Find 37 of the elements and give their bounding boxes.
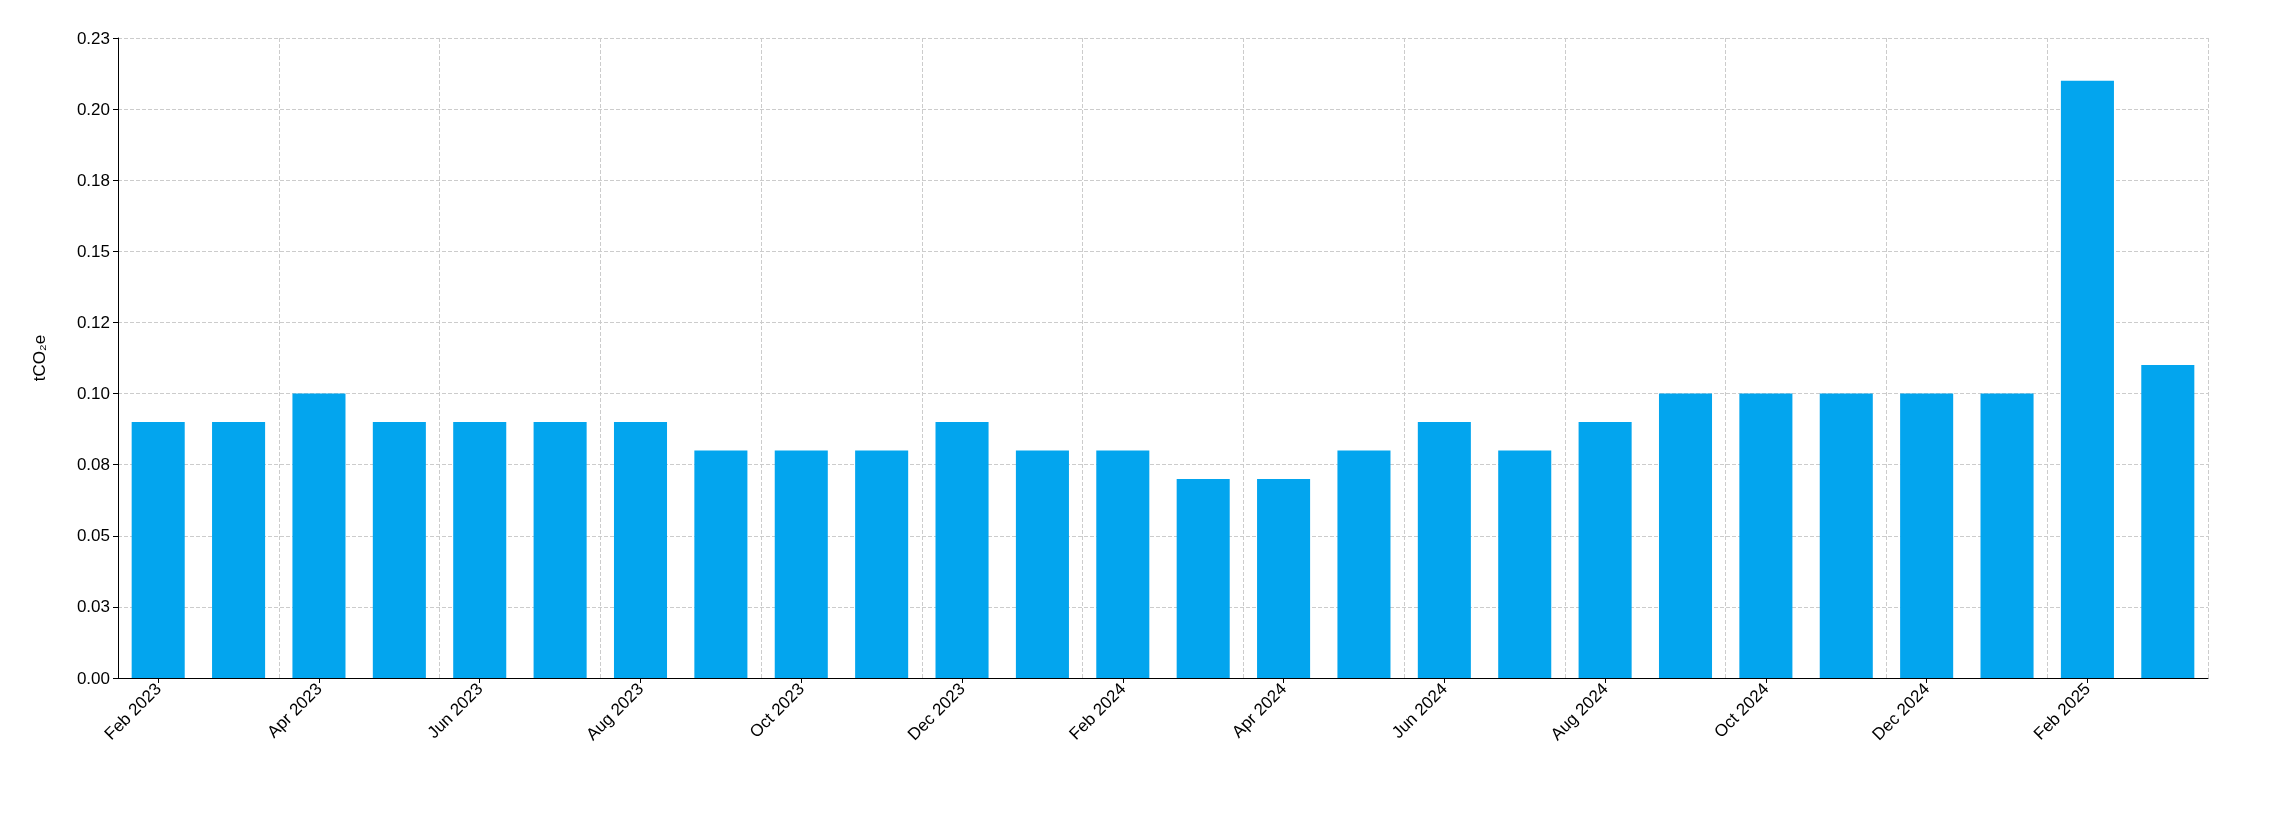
bar — [533, 422, 587, 678]
y-tick-label: 0.03 — [76, 597, 110, 617]
bar — [935, 422, 989, 678]
bar — [292, 393, 346, 678]
bar — [212, 422, 266, 678]
bar — [1980, 393, 2034, 678]
bar — [1337, 450, 1391, 678]
y-tick-label: 0.05 — [76, 526, 110, 546]
bar — [1176, 478, 1230, 678]
y-tick-label: 0.20 — [76, 99, 110, 119]
bar — [1900, 393, 1954, 678]
y-tick-label: 0.23 — [76, 28, 110, 48]
bar — [613, 422, 668, 678]
bar — [2141, 365, 2195, 678]
bar — [1739, 393, 1793, 678]
y-tick-label: 0.15 — [76, 241, 110, 261]
bar — [131, 422, 185, 678]
bar — [2060, 80, 2114, 678]
bar — [1096, 450, 1150, 678]
bar — [1658, 393, 1713, 678]
y-tick-label: 0.10 — [76, 384, 110, 404]
bar — [1498, 450, 1552, 678]
y-tick-label: 0.08 — [76, 455, 110, 475]
bar — [1578, 422, 1632, 678]
bar — [1417, 422, 1471, 678]
bar — [1257, 478, 1311, 678]
bar — [774, 450, 828, 678]
y-tick-label: 0.18 — [76, 170, 110, 190]
bar — [694, 450, 748, 678]
bar — [1819, 393, 1873, 678]
y-axis-title: tCO₂e — [30, 334, 49, 382]
bar — [453, 422, 507, 678]
y-tick-label: 0.12 — [76, 312, 110, 332]
bar — [855, 450, 909, 678]
y-tick-label: 0.00 — [76, 668, 110, 688]
bar — [1015, 450, 1069, 678]
bar — [372, 422, 426, 678]
